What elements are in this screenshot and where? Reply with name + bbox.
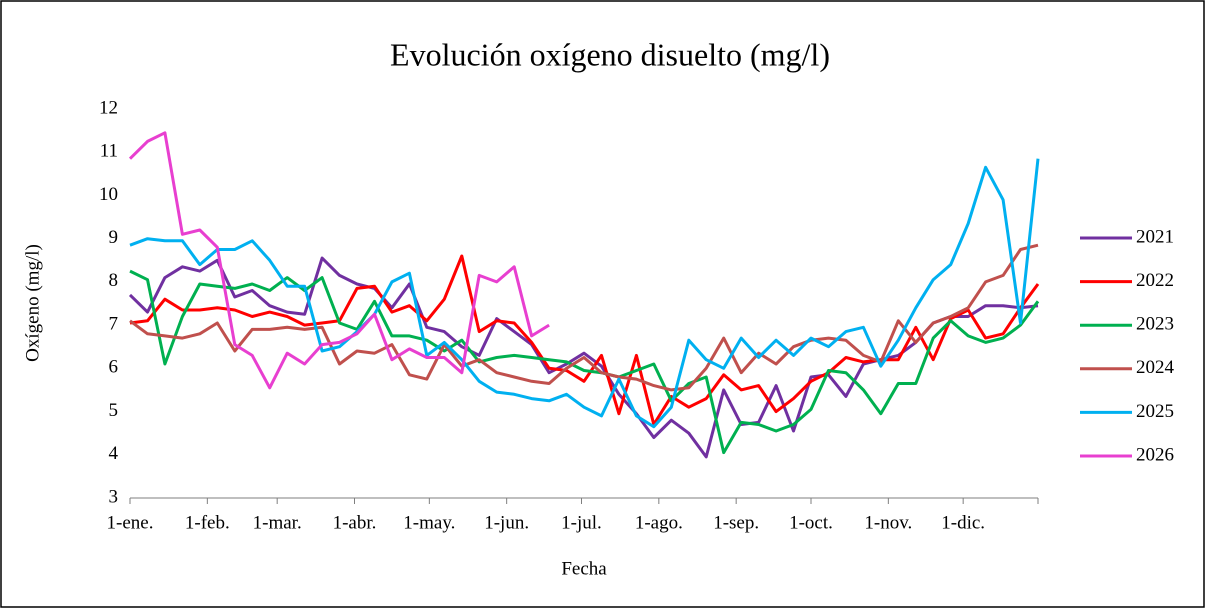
y-tick-label: 7: [109, 313, 119, 334]
x-tick-label: 1-ene.: [107, 512, 154, 533]
legend-label: 2022: [1136, 270, 1174, 291]
x-tick-label: 1-may.: [403, 512, 455, 533]
legend-label: 2021: [1136, 226, 1174, 247]
y-tick-label: 3: [109, 486, 119, 507]
x-tick-label: 1-feb.: [185, 512, 230, 533]
x-tick-label: 1-sep.: [713, 512, 759, 533]
x-tick-label: 1-nov.: [864, 512, 912, 533]
x-tick-label: 1-jun.: [484, 512, 529, 533]
x-axis-title: Fecha: [561, 558, 607, 579]
y-tick-label: 8: [109, 270, 119, 291]
legend-label: 2026: [1136, 444, 1174, 465]
y-axis-title: Oxígeno (mg/l): [22, 244, 43, 362]
x-tick-label: 1-jul.: [561, 512, 602, 533]
legend-label: 2023: [1136, 314, 1174, 335]
series-line: [128, 131, 550, 390]
x-tick-label: 1-mar.: [253, 512, 302, 533]
chart-title: Evolución oxígeno disuelto (mg/l): [390, 36, 830, 72]
y-tick-label: 10: [99, 184, 118, 205]
x-tick-label: 1-dic.: [941, 512, 985, 533]
series-line: [129, 243, 1039, 392]
y-tick-label: 4: [109, 443, 119, 464]
y-tick-label: 6: [109, 357, 119, 378]
series-line: [129, 158, 1040, 429]
y-tick-label: 12: [99, 97, 118, 118]
x-tick-label: 1-ago.: [635, 512, 683, 533]
legend-label: 2025: [1136, 401, 1174, 422]
x-tick-label: 1-abr.: [333, 512, 377, 533]
series-line: [129, 269, 1040, 455]
legend-label: 2024: [1136, 357, 1175, 378]
y-tick-label: 5: [109, 400, 119, 421]
y-tick-label: 11: [100, 141, 118, 162]
y-tick-label: 9: [109, 227, 119, 248]
x-tick-label: 1-oct.: [789, 512, 833, 533]
